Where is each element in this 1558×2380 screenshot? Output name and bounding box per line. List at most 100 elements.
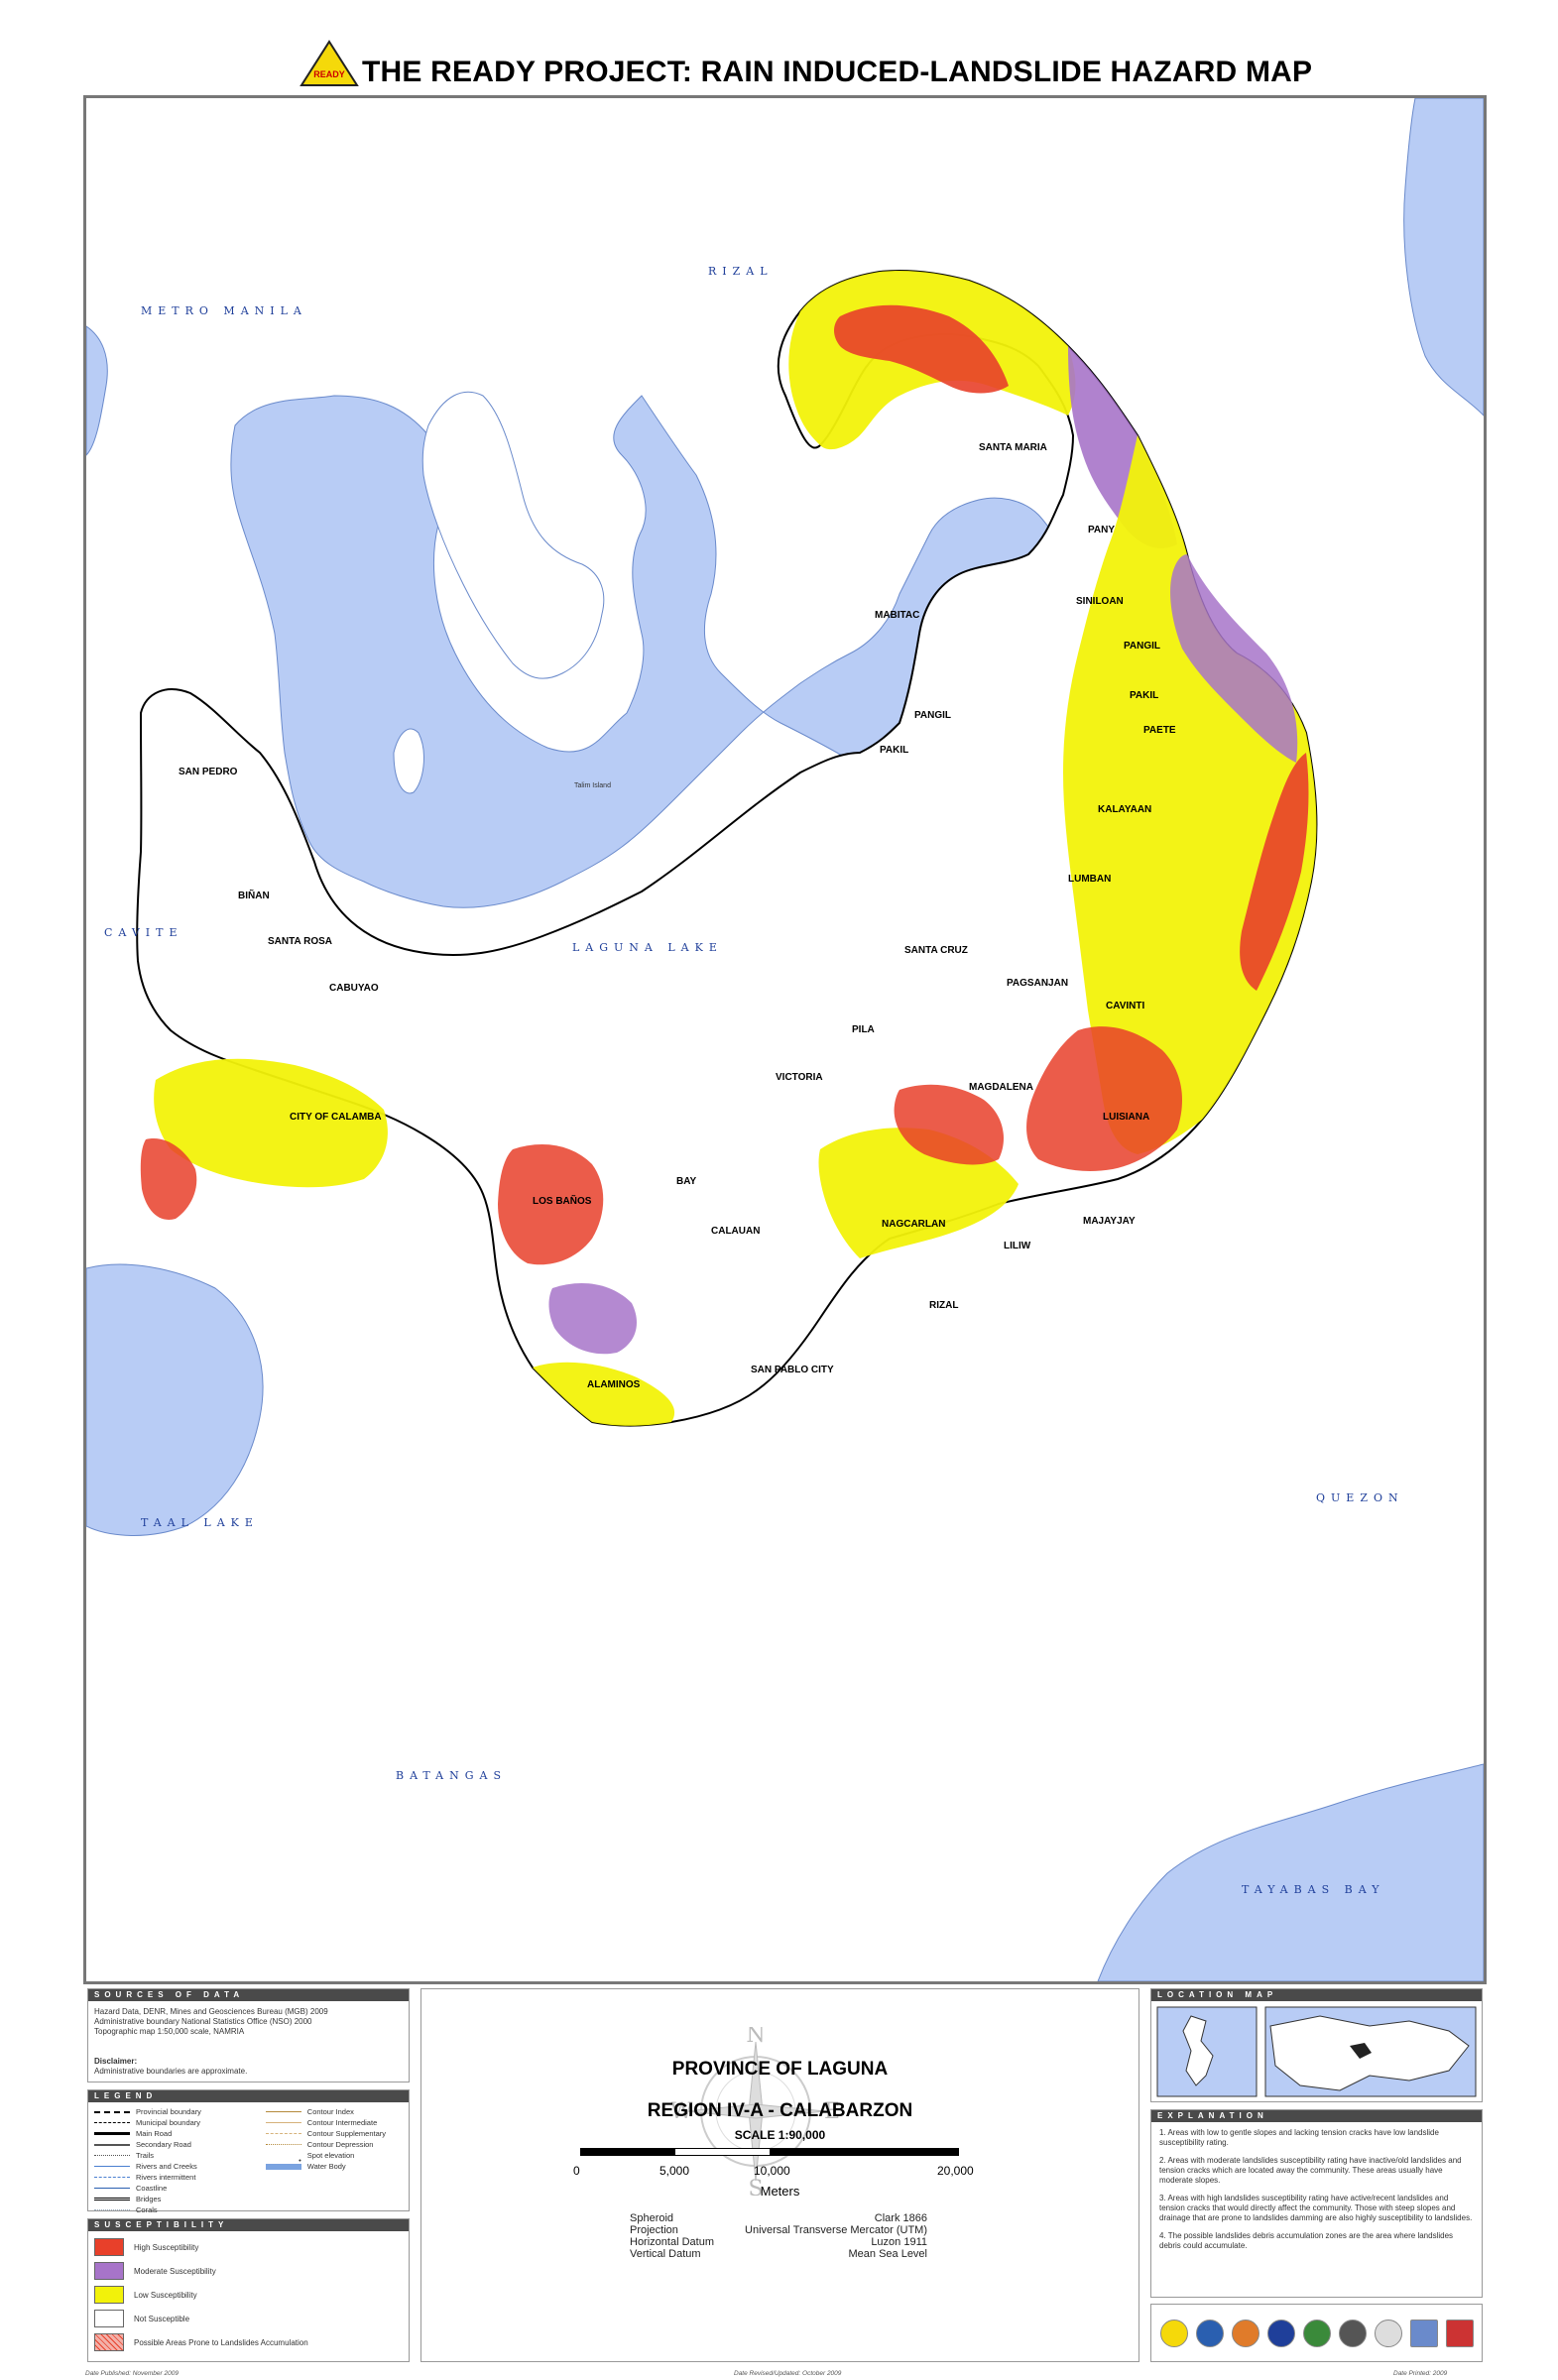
agency-seal-icon [1231, 2319, 1259, 2347]
hazard-map[interactable]: METRO MANILA RIZAL CAVITE LAGUNA LAKE TA… [86, 98, 1484, 1981]
town-label: PAETE [1143, 725, 1176, 736]
town-label: LUMBAN [1068, 874, 1111, 885]
town-label: SINILOAN [1076, 596, 1124, 607]
legend-item: Water Body [265, 2161, 403, 2172]
town-label: PANY [1088, 525, 1115, 536]
town-label: BAY [676, 1176, 697, 1187]
moderate-susceptibility-zone-south [548, 1283, 637, 1355]
map-title: THE READY PROJECT: RAIN INDUCED-LANDSLID… [362, 56, 1313, 88]
town-label: LILIW [1004, 1241, 1031, 1251]
town-label: SANTA CRUZ [904, 945, 968, 956]
susceptibility-item-none: Not Susceptible [88, 2307, 409, 2330]
town-label: LUISIANA [1103, 1112, 1149, 1123]
town-label: MAGDALENA [969, 1082, 1033, 1093]
legend-item: Contour Intermediate [265, 2117, 403, 2128]
source-line: Topographic map 1:50,000 scale, NAMRIA [94, 2027, 245, 2036]
town-label: PAKIL [880, 745, 908, 756]
agency-seal-icon [1374, 2319, 1402, 2347]
town-label: ALAMINOS [587, 1379, 641, 1390]
meta-row: Spheroid Clark 1866 [630, 2212, 927, 2224]
location-map-inset [1156, 2006, 1477, 2097]
legend-item: Rivers intermittent [94, 2172, 266, 2183]
meta-row: Projection Universal Transverse Mercator … [630, 2224, 927, 2236]
source-line: Administrative boundary National Statist… [94, 2017, 312, 2026]
low-susceptibility-zone-south [533, 1362, 675, 1426]
legend-item: Corals [94, 2204, 266, 2215]
scale-tick: 0 [573, 2164, 580, 2178]
legend-panel: LEGEND Provincial boundary Municipal bou… [87, 2089, 410, 2214]
town-label: CABUYAO [329, 983, 379, 994]
explanation-item: 2. Areas with moderate landslides suscep… [1159, 2156, 1462, 2185]
high-susceptibility-zone-east [1240, 753, 1309, 991]
agency-logos-panel [1150, 2304, 1483, 2362]
tayabas-bay-water [1097, 1763, 1484, 1981]
agency-seal-icon [1195, 2319, 1224, 2347]
town-label: LOS BAÑOS [533, 1194, 592, 1207]
date-printed: Date Printed: 2009 [1393, 2370, 1448, 2377]
map-footer: SOURCES OF DATA Hazard Data, DENR, Mines… [83, 1988, 1487, 2370]
town-label: MABITAC [875, 610, 919, 621]
high-susceptibility-zone-west [140, 1138, 197, 1220]
agency-seal-icon [1266, 2319, 1295, 2347]
town-label: KALAYAAN [1098, 804, 1151, 815]
scale-bar [580, 2148, 959, 2156]
meta-row: Vertical Datum Mean Sea Level [630, 2248, 927, 2260]
town-label: RIZAL [929, 1300, 958, 1311]
legend-item: Main Road [94, 2128, 266, 2139]
legend-item: Rivers and Creeks [94, 2161, 266, 2172]
susceptibility-item-high: High Susceptibility [88, 2235, 409, 2259]
high-susceptibility-zone-central [894, 1084, 1004, 1165]
legend-item: Coastline [94, 2183, 266, 2194]
legend-heading: LEGEND [88, 2090, 409, 2102]
taal-lake [86, 1263, 264, 1536]
moderate-susceptibility-zone-east [1170, 554, 1298, 763]
date-published: Date Published: November 2009 [85, 2370, 179, 2377]
compass-s: S [748, 2177, 763, 2196]
region-label-batangas: BATANGAS [396, 1769, 507, 1782]
source-line: Hazard Data, DENR, Mines and Geosciences… [94, 2007, 328, 2016]
explanation-panel: EXPLANATION 1. Areas with low to gentle … [1150, 2109, 1483, 2298]
low-susceptibility-zone-west [154, 1058, 388, 1188]
legend-right-column: Contour Index Contour Intermediate Conto… [265, 2106, 403, 2215]
compass-n: N [746, 2027, 765, 2048]
ausaid-logo-icon [1445, 2319, 1474, 2347]
sources-panel: SOURCES OF DATA Hazard Data, DENR, Mines… [87, 1988, 410, 2082]
town-label: SANTA ROSA [268, 936, 332, 947]
sources-heading: SOURCES OF DATA [88, 1989, 409, 2001]
explanation-item: 4. The possible landslides debris accumu… [1159, 2231, 1454, 2250]
region-label-rizal: RIZAL [708, 265, 774, 278]
town-label: VICTORIA [776, 1072, 823, 1083]
region-label-metro-manila: METRO MANILA [141, 304, 307, 317]
legend-item: Bridges [94, 2194, 266, 2204]
location-map-panel: LOCATION MAP [1150, 1988, 1483, 2102]
town-label: SAN PABLO CITY [751, 1365, 834, 1375]
ready-logo-icon [1159, 2319, 1188, 2347]
town-label: CALAUAN [711, 1226, 760, 1237]
talim-island [393, 728, 424, 794]
logo-text: READY [313, 69, 345, 79]
scale-text: SCALE 1:90,000 [734, 2128, 826, 2142]
town-label: MAJAYJAY [1083, 1216, 1136, 1227]
legend-left-column: Provincial boundary Municipal boundary M… [94, 2106, 266, 2215]
town-label: PANGIL [914, 710, 951, 721]
scale-unit: Meters [760, 2184, 800, 2199]
compass-w: W [671, 2099, 693, 2124]
meta-row: Horizontal Datum Luzon 1911 [630, 2236, 927, 2248]
susceptibility-item-accumulation: Possible Areas Prone to Landslides Accum… [88, 2330, 409, 2354]
compass-rose-icon: N S E W [671, 2027, 840, 2196]
agency-seal-icon [1302, 2319, 1331, 2347]
scale-tick: 10,000 [754, 2164, 790, 2178]
legend-item: Contour Depression [265, 2139, 403, 2150]
scale-tick: 5,000 [659, 2164, 690, 2178]
manila-bay-water [86, 325, 108, 456]
explanation-item: 3. Areas with high landslides susceptibi… [1159, 2194, 1473, 2222]
susceptibility-panel: SUSCEPTIBILITY High Susceptibility Moder… [87, 2218, 410, 2362]
town-label: CAVINTI [1106, 1001, 1144, 1012]
legend-item: Municipal boundary [94, 2117, 266, 2128]
high-susceptibility-zone-southwest [498, 1144, 604, 1265]
projection-meta: Spheroid Clark 1866 Projection Universal T… [630, 2212, 927, 2260]
high-susceptibility-zone-southeast [1026, 1026, 1182, 1171]
disclaimer-label: Disclaimer: [94, 2057, 138, 2066]
region-label-tayabas-bay: TAYABAS BAY [1242, 1883, 1385, 1896]
disclaimer-text: Administrative boundaries are approximat… [94, 2067, 248, 2076]
